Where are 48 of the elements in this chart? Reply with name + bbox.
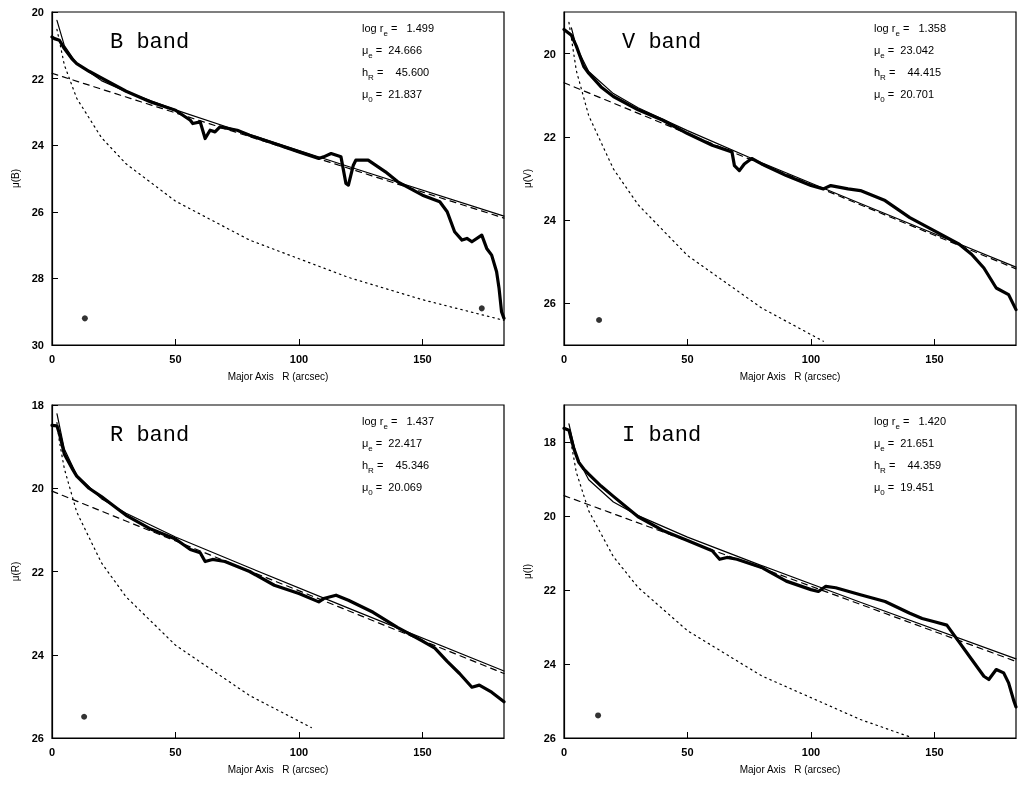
- y-tick-label: 24: [31, 139, 45, 152]
- x-axis-title: Major Axis R (arcsec): [227, 370, 329, 382]
- x-tick-label: 100: [289, 352, 309, 365]
- x-tick-label: 150: [413, 745, 432, 758]
- x-tick-label: 150: [413, 352, 432, 365]
- y-tick-label: 18: [31, 399, 44, 411]
- y-tick-label: 30: [31, 339, 44, 351]
- x-axis-title: Major Axis R (arcsec): [739, 763, 841, 775]
- x-tick-label: 0: [560, 352, 568, 365]
- y-axis-title: μ(R): [10, 561, 22, 582]
- y-tick-label: 24: [543, 658, 557, 670]
- y-tick-label: 28: [31, 272, 44, 285]
- y-tick-label: 26: [543, 732, 556, 744]
- y-tick-label: 18: [543, 436, 556, 448]
- y-tick-label: 26: [543, 297, 556, 310]
- y-tick-label: 22: [31, 72, 44, 85]
- y-tick-label: 20: [31, 482, 44, 495]
- y-axis-title: μ(V): [522, 168, 534, 189]
- y-tick-label: 20: [543, 47, 556, 60]
- y-tick-label: 24: [31, 648, 45, 661]
- x-tick-label: 50: [681, 745, 694, 758]
- x-tick-label: 100: [289, 745, 309, 758]
- y-tick-label: 26: [31, 205, 44, 218]
- y-tick-label: 22: [31, 565, 44, 578]
- x-tick-label: 0: [48, 745, 56, 758]
- y-tick-label: 22: [543, 584, 556, 596]
- text: B band: [110, 29, 190, 55]
- x-tick-label: 100: [801, 745, 821, 758]
- x-tick-label: 100: [801, 352, 821, 365]
- x-tick-label: 150: [925, 352, 944, 365]
- x-tick-label: 50: [681, 352, 694, 365]
- text: V band: [622, 29, 702, 55]
- x-tick-label: 0: [48, 352, 56, 365]
- x-tick-label: 0: [560, 745, 568, 758]
- x-tick-label: 150: [925, 745, 944, 758]
- y-tick-label: 20: [543, 510, 556, 522]
- y-axis-title: μ(I): [522, 563, 534, 580]
- y-axis-title: μ(B): [10, 168, 22, 189]
- x-axis-title: Major Axis R (arcsec): [739, 370, 841, 382]
- x-tick-label: 50: [169, 745, 182, 758]
- y-tick-label: 26: [31, 732, 44, 744]
- y-tick-label: 22: [543, 130, 556, 143]
- y-tick-label: 20: [31, 6, 44, 18]
- text: R band: [110, 422, 190, 448]
- x-tick-label: 50: [169, 352, 182, 365]
- x-axis-title: Major Axis R (arcsec): [227, 763, 329, 775]
- text: I band: [622, 422, 702, 448]
- y-tick-label: 24: [543, 214, 557, 227]
